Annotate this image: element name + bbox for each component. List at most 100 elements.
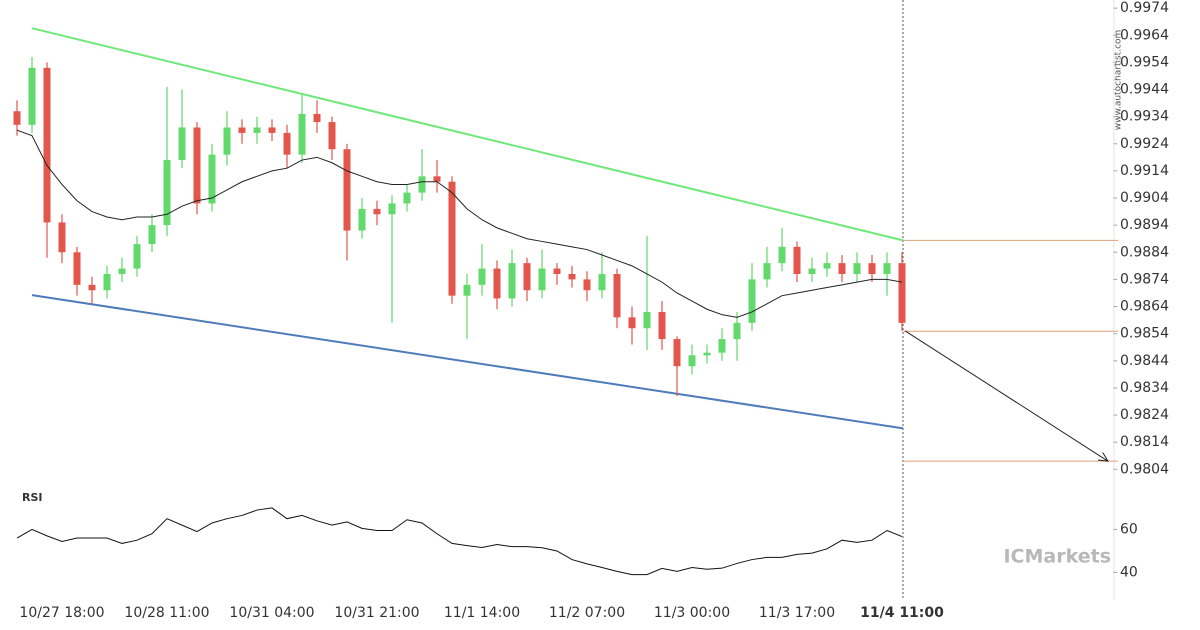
y-tick-label: 0.9934 [1120,109,1169,125]
candle-body [28,67,36,125]
y-tick-label: 0.9864 [1120,299,1169,315]
candle-body [508,263,516,299]
candle-body [748,279,756,323]
x-tick-label: 11/3 00:00 [654,605,730,621]
candle-body [208,154,216,204]
candle-body [238,127,246,133]
y-tick-label: 0.9814 [1120,434,1169,450]
x-tick-label: 10/31 04:00 [229,605,314,621]
rsi-tick-label: 40 [1120,564,1138,580]
candle-body [613,273,621,318]
candle-body [673,339,681,367]
candle-body [658,311,666,340]
candle-body [133,244,141,269]
candle-body [898,263,906,323]
rsi-line [16,507,903,576]
candle-body [718,339,726,353]
candle-body [388,203,396,215]
candle-body [793,246,801,274]
candle-body [403,192,411,204]
candle-body [328,122,336,150]
x-tick-label: 10/31 21:00 [334,605,419,621]
y-tick-label: 0.9824 [1120,407,1169,423]
candle-body [268,127,276,133]
candle-body [253,127,261,133]
y-tick-label: 0.9804 [1120,461,1169,477]
moving-average [16,129,903,318]
watermark: www.autochartist.com [1114,30,1124,131]
candle-body [73,252,81,285]
candle-body [223,127,231,155]
candle-body [88,284,96,291]
candle-body [823,263,831,269]
candle-body [523,263,531,291]
candle-body [433,176,441,182]
candle-body [853,263,861,274]
candle-body [178,127,186,161]
rsi-label: RSI [22,491,43,504]
y-tick-label: 0.9894 [1120,217,1169,233]
candle-body [688,355,696,367]
rsi-tick-label: 60 [1120,521,1138,537]
candle-body [118,268,126,274]
support-line [31,294,904,430]
candle-body [103,273,111,291]
candle-body [553,268,561,274]
y-tick-label: 0.9924 [1120,136,1169,152]
candle-body [193,127,201,204]
candle-body [643,311,651,329]
candle-body [463,284,471,296]
candle-body [58,222,66,253]
candle-body [763,263,771,280]
candle-body [628,317,636,329]
y-tick-label: 0.9834 [1120,380,1169,396]
x-tick-label: 11/3 17:00 [759,605,835,621]
x-tick-label: 10/27 18:00 [19,605,104,621]
candle-body [808,268,816,274]
candle-body [13,111,21,125]
y-tick-label: 0.9854 [1120,326,1169,342]
x-tick-label: 10/28 11:00 [124,605,209,621]
y-tick-label: 0.9964 [1120,27,1169,43]
resistance-line [31,27,904,242]
brand-logo: ICMarkets [1003,546,1111,568]
candle-body [598,273,606,291]
forecast-arrow [904,330,1109,462]
y-tick-label: 0.9874 [1120,271,1169,287]
candle-body [778,246,786,264]
candle-body [283,132,291,155]
candle-body [703,352,711,356]
candle-body [418,176,426,193]
candle-body [148,225,156,245]
candle-body [568,273,576,280]
y-tick-label: 0.9954 [1120,54,1169,70]
arrow-head [1098,452,1109,462]
y-tick-label: 0.9944 [1120,82,1169,98]
candle-body [493,268,501,299]
y-tick-label: 0.9974 [1120,0,1169,16]
candle-body [448,181,456,296]
candle-body [298,113,306,155]
candle-body [883,263,891,274]
candle-body [583,279,591,291]
candle-body [163,160,171,226]
x-tick-label: 11/1 14:00 [444,605,520,621]
candle-body [358,208,366,231]
candle-body [343,149,351,231]
candle-body [478,268,486,285]
y-tick-label: 0.9884 [1120,244,1169,260]
y-tick-label: 0.9904 [1120,190,1169,206]
candle-body [868,263,876,274]
x-tick-label: 11/4 11:00 [860,605,944,621]
x-tick-label: 11/2 07:00 [549,605,625,621]
y-tick-label: 0.9914 [1120,163,1169,179]
candle-body [733,322,741,340]
candle-body [838,263,846,274]
candle-body [43,67,51,223]
y-tick-label: 0.9844 [1120,353,1169,369]
candle-body [313,113,321,123]
candle-body [373,208,381,215]
candle-body [538,268,546,291]
